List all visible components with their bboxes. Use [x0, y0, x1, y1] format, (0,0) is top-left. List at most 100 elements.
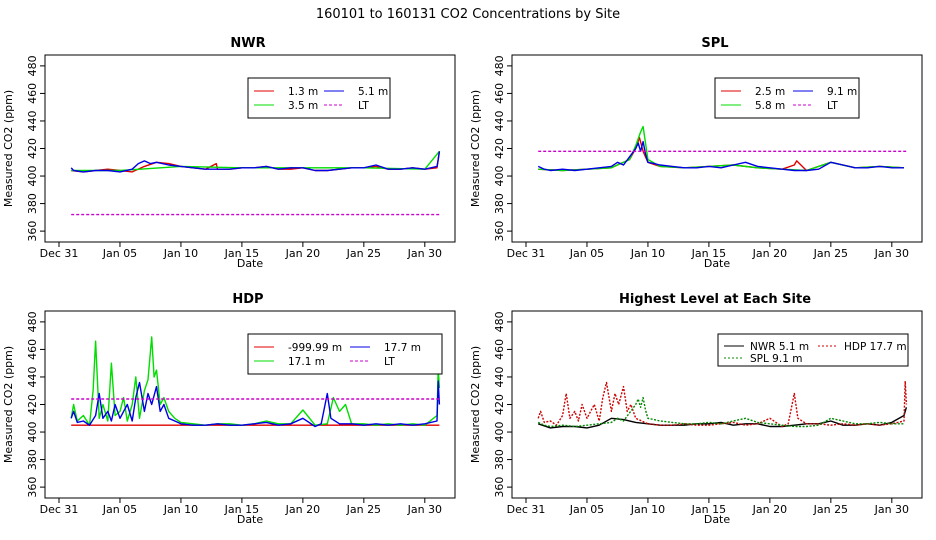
x-tick-label: Jan 25: [346, 247, 381, 260]
x-tick-label: Jan 20: [752, 247, 787, 260]
y-tick-label: 420: [493, 394, 506, 415]
y-tick-label: 360: [493, 221, 506, 242]
legend-label: LT: [827, 100, 838, 112]
x-tick-label: Jan 05: [102, 247, 137, 260]
x-tick-label: Jan 25: [346, 503, 381, 516]
legend-label: 17.7 m: [384, 342, 421, 354]
x-tick-label: Jan 25: [813, 247, 848, 260]
legend: 1.3 m 5.1 m 3.5 m LT: [247, 77, 391, 119]
panel-spl: SPL Dec 31 Jan 05 Jan 10 Jan 15 Jan 20 Jan 25…: [469, 36, 923, 270]
series-line-9-1-m: [537, 140, 904, 172]
x-tick-label: Jan 10: [163, 503, 198, 516]
x-tick-label: Jan 30: [874, 247, 909, 260]
x-tick-label: Jan 10: [163, 247, 198, 260]
x-tick-label: Jan 20: [752, 503, 787, 516]
legend-label: 5.8 m: [755, 100, 785, 112]
x-tick-label: Dec 31: [40, 247, 79, 260]
y-tick-label: 480: [26, 311, 39, 332]
x-tick-label: Dec 31: [507, 503, 546, 516]
legend-label: LT: [384, 356, 395, 368]
x-tick-label: Jan 15: [691, 247, 726, 260]
y-tick-label: 460: [26, 339, 39, 360]
x-axis-label: Date: [704, 257, 731, 270]
x-tick-label: Jan 30: [407, 503, 442, 516]
legend-box: [714, 77, 860, 119]
x-tick-label: Jan 05: [102, 503, 137, 516]
y-tick-label: 360: [26, 477, 39, 498]
legend: NWR 5.1 m HDP 17.7 m SPL 9.1 m: [717, 333, 909, 367]
y-tick-label: 380: [26, 449, 39, 470]
x-tick-label: Jan 05: [569, 247, 604, 260]
legend-label: SPL 9.1 m: [750, 353, 802, 365]
y-tick-label: 380: [493, 449, 506, 470]
y-tick-label: 360: [26, 221, 39, 242]
x-tick-label: Jan 10: [630, 247, 665, 260]
x-tick-label: Jan 25: [813, 503, 848, 516]
x-tick-label: Jan 20: [285, 247, 320, 260]
y-tick-label: 400: [493, 166, 506, 187]
legend-box: [247, 77, 391, 119]
y-tick-label: 440: [493, 366, 506, 387]
x-axis-label: Date: [237, 513, 264, 526]
legend-label: -999.99 m: [288, 342, 342, 354]
legend-label: LT: [358, 100, 369, 112]
y-tick-label: 420: [26, 394, 39, 415]
panel-title: Highest Level at Each Site: [619, 292, 811, 307]
y-axis-label: Measured CO2 (ppm): [469, 346, 482, 463]
x-axis-label: Date: [237, 257, 264, 270]
panel-title: NWR: [230, 36, 265, 51]
x-tick-label: Dec 31: [40, 503, 79, 516]
y-tick-label: 420: [26, 138, 39, 159]
legend-box: [247, 333, 443, 375]
panel-nwr: NWR Dec 31 Jan 05 Jan 10 Jan 15 Jan 20 Jan 25…: [2, 36, 456, 270]
y-tick-label: 460: [493, 339, 506, 360]
x-tick-label: Jan 15: [224, 247, 259, 260]
figure-title: 160101 to 160131 CO2 Concentrations by S…: [316, 7, 620, 22]
y-tick-label: 400: [493, 422, 506, 443]
panel-hdp: HDP Dec 31 Jan 05 Jan 10 Jan 15 Jan 20 Jan 25…: [2, 292, 456, 526]
y-tick-label: 480: [493, 311, 506, 332]
series-line-hdp-17-7-m: [537, 380, 908, 428]
y-tick-label: 440: [26, 110, 39, 131]
legend-label: 9.1 m: [827, 86, 857, 98]
legend: -999.99 m 17.7 m 17.1 m LT: [247, 333, 443, 375]
y-tick-label: 460: [26, 83, 39, 104]
y-tick-label: 380: [493, 193, 506, 214]
legend-label: 3.5 m: [288, 100, 318, 112]
y-axis-label: Measured CO2 (ppm): [2, 90, 15, 207]
x-tick-label: Jan 20: [285, 503, 320, 516]
legend: 2.5 m 9.1 m 5.8 m LT: [714, 77, 860, 119]
y-tick-label: 400: [26, 422, 39, 443]
x-tick-label: Jan 15: [691, 503, 726, 516]
series-line-17-7-m: [70, 380, 441, 428]
y-tick-label: 380: [26, 193, 39, 214]
panel-highest: Highest Level at Each Site Dec 31 Jan 05 J…: [469, 292, 923, 526]
x-tick-label: Jan 05: [569, 503, 604, 516]
y-axis-label: Measured CO2 (ppm): [2, 346, 15, 463]
y-axis-label: Measured CO2 (ppm): [469, 90, 482, 207]
x-tick-label: Dec 31: [507, 247, 546, 260]
x-tick-label: Jan 30: [874, 503, 909, 516]
y-tick-label: 480: [493, 55, 506, 76]
y-tick-label: 360: [493, 477, 506, 498]
legend-label: 17.1 m: [288, 356, 325, 368]
x-tick-label: Jan 10: [630, 503, 665, 516]
x-axis-label: Date: [704, 513, 731, 526]
x-tick-label: Jan 15: [224, 503, 259, 516]
panel-title: HDP: [232, 292, 263, 307]
legend-label: NWR 5.1 m: [750, 341, 809, 353]
y-tick-label: 400: [26, 166, 39, 187]
legend-label: HDP 17.7 m: [844, 341, 907, 353]
legend-box: [717, 333, 909, 367]
y-tick-label: 440: [493, 110, 506, 131]
series-line-spl-9-1-m: [537, 396, 904, 428]
y-tick-label: 480: [26, 55, 39, 76]
series-line-5-8-m: [538, 125, 905, 172]
legend-label: 5.1 m: [358, 86, 388, 98]
x-tick-label: Jan 30: [407, 247, 442, 260]
panel-title: SPL: [701, 36, 728, 51]
y-tick-label: 440: [26, 366, 39, 387]
y-tick-label: 460: [493, 83, 506, 104]
legend-label: 1.3 m: [288, 86, 318, 98]
